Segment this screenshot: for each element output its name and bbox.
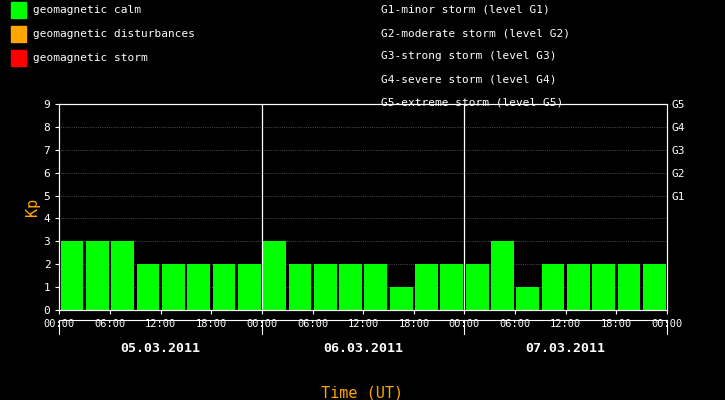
Bar [643, 264, 666, 310]
Bar [618, 264, 640, 310]
Text: G2-moderate storm (level G2): G2-moderate storm (level G2) [381, 28, 570, 38]
Text: G1-minor storm (level G1): G1-minor storm (level G1) [381, 5, 550, 15]
Bar [86, 241, 109, 310]
Bar [263, 241, 286, 310]
Bar [415, 264, 438, 310]
Bar [212, 264, 236, 310]
Bar [187, 264, 210, 310]
Bar [238, 264, 261, 310]
Bar [365, 264, 387, 310]
Text: geomagnetic storm: geomagnetic storm [33, 53, 148, 63]
Bar [440, 264, 463, 310]
Bar [592, 264, 615, 310]
Bar [61, 241, 83, 310]
Bar [390, 287, 413, 310]
Bar [516, 287, 539, 310]
Y-axis label: Kp: Kp [25, 198, 39, 216]
Bar [339, 264, 362, 310]
Bar [314, 264, 336, 310]
Text: G4-severe storm (level G4): G4-severe storm (level G4) [381, 74, 556, 85]
Bar [465, 264, 489, 310]
Bar [162, 264, 185, 310]
Text: 07.03.2011: 07.03.2011 [526, 342, 606, 354]
Text: Time (UT): Time (UT) [321, 385, 404, 400]
Bar [567, 264, 590, 310]
Text: geomagnetic disturbances: geomagnetic disturbances [33, 29, 195, 39]
Text: G3-strong storm (level G3): G3-strong storm (level G3) [381, 51, 556, 61]
Text: 05.03.2011: 05.03.2011 [120, 342, 201, 354]
Text: G5-extreme storm (level G5): G5-extreme storm (level G5) [381, 98, 563, 108]
Text: 06.03.2011: 06.03.2011 [323, 342, 403, 354]
Bar [112, 241, 134, 310]
Bar [136, 264, 160, 310]
Bar [491, 241, 514, 310]
Bar [542, 264, 565, 310]
Text: geomagnetic calm: geomagnetic calm [33, 5, 141, 15]
Bar [289, 264, 311, 310]
